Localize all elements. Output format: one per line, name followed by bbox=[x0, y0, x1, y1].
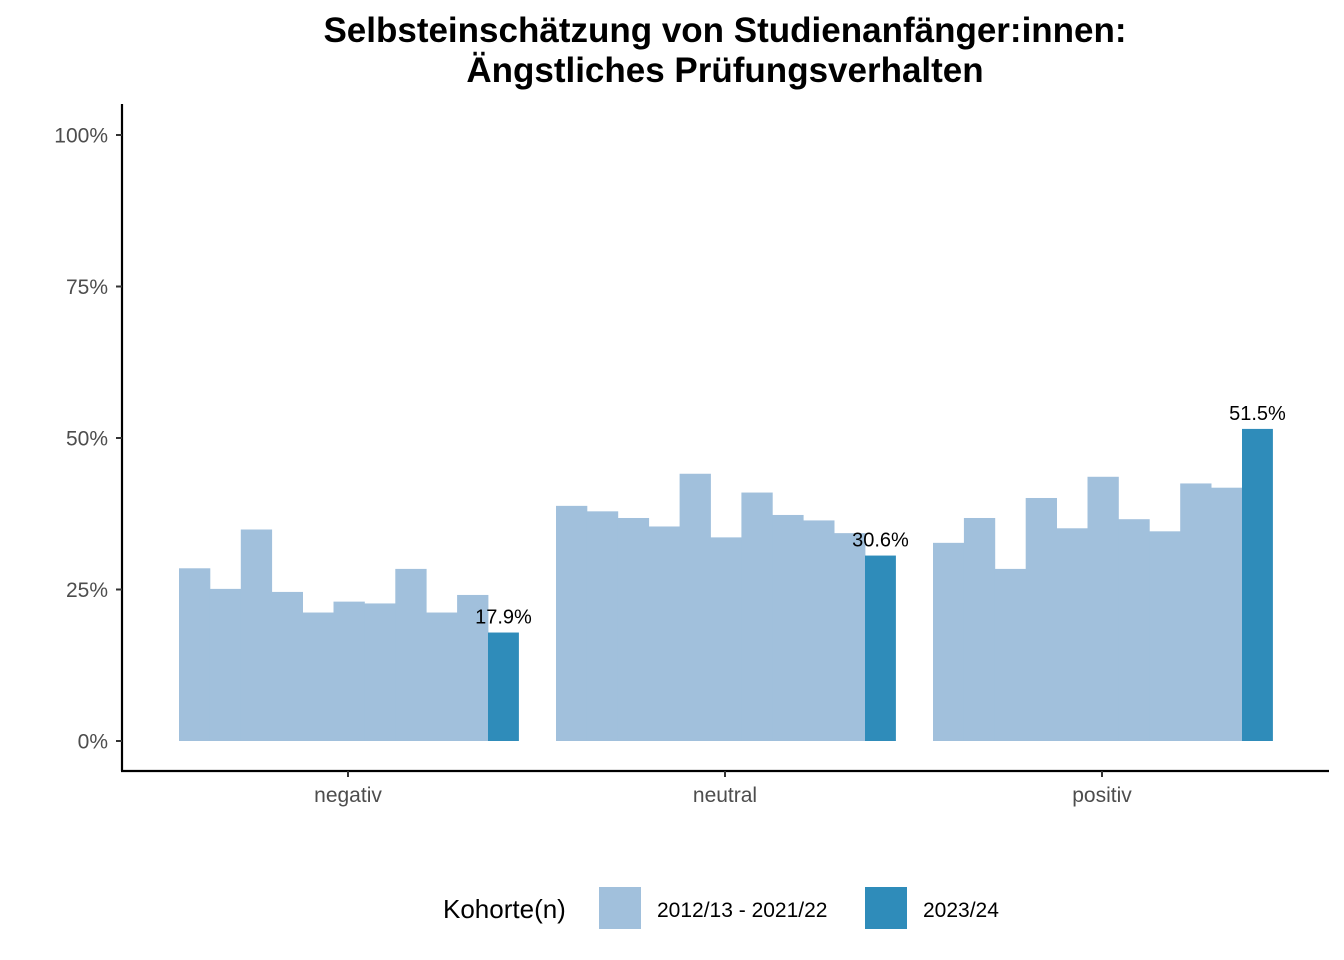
bar-negativ-historical-10 bbox=[457, 594, 489, 741]
bar-neutral-historical-4 bbox=[648, 526, 680, 741]
x-tick-label-positiv: positiv bbox=[1072, 784, 1132, 807]
bar-neutral-historical-1 bbox=[556, 505, 588, 741]
bar-neutral-historical-6 bbox=[710, 537, 742, 741]
bar-area bbox=[179, 428, 1273, 741]
data-labels: 17.9% 30.6% 51.5% bbox=[475, 403, 1286, 629]
bar-neutral-historical-3 bbox=[617, 517, 650, 741]
bar-negativ-historical-5 bbox=[302, 612, 334, 741]
bar-positiv-historical-1 bbox=[933, 542, 965, 741]
bar-positiv-historical-3 bbox=[994, 568, 1027, 741]
legend-swatch-current bbox=[865, 887, 907, 929]
x-tick-label-neutral: neutral bbox=[693, 784, 757, 807]
bar-negativ-historical-9 bbox=[426, 612, 458, 741]
bar-neutral-current bbox=[865, 555, 896, 741]
data-label-neutral-current: 30.6% bbox=[852, 530, 909, 552]
data-label-positiv-current: 51.5% bbox=[1229, 403, 1286, 425]
bar-neutral-historical-7 bbox=[741, 492, 773, 741]
legend-swatch-historical bbox=[599, 887, 641, 929]
bar-neutral-historical-2 bbox=[586, 511, 619, 741]
bar-positiv-historical-10 bbox=[1211, 487, 1243, 741]
bar-negativ-historical-4 bbox=[271, 591, 303, 741]
y-tick-label: 75% bbox=[66, 276, 108, 299]
bar-negativ-historical-8 bbox=[395, 568, 427, 741]
y-tick-label: 25% bbox=[66, 579, 108, 602]
bar-positiv-historical-4 bbox=[1025, 497, 1057, 741]
bar-positiv-historical-8 bbox=[1149, 531, 1181, 741]
chart-title-line-2: Ängstliches Prüfungsverhalten bbox=[466, 51, 983, 90]
bar-positiv-historical-5 bbox=[1056, 528, 1088, 741]
bar-positiv-historical-2 bbox=[963, 517, 996, 741]
y-tick-label: 0% bbox=[78, 731, 108, 754]
bar-positiv-historical-7 bbox=[1118, 519, 1150, 741]
bar-neutral-historical-8 bbox=[772, 514, 804, 741]
y-tick-label: 100% bbox=[54, 125, 108, 148]
x-tick-label-negativ: negativ bbox=[314, 784, 382, 807]
bar-negativ-historical-3 bbox=[240, 529, 273, 741]
legend-label-historical: 2012/13 - 2021/22 bbox=[657, 899, 827, 922]
bar-neutral-historical-9 bbox=[803, 520, 835, 741]
legend-title: Kohorte(n) bbox=[443, 894, 566, 924]
bar-neutral-historical-10 bbox=[834, 533, 866, 741]
bar-negativ-historical-1 bbox=[179, 568, 211, 741]
chart-title-line-1: Selbsteinschätzung von Studienanfänger:i… bbox=[323, 11, 1126, 50]
bar-positiv-historical-6 bbox=[1087, 476, 1119, 741]
x-axis-ticks: negativ neutral positiv bbox=[314, 771, 1132, 807]
data-label-negativ-current: 17.9% bbox=[475, 607, 532, 629]
y-axis-ticks: 0% 25% 50% 75% 100% bbox=[54, 125, 122, 754]
bar-negativ-historical-6 bbox=[333, 601, 365, 741]
legend-label-current: 2023/24 bbox=[923, 899, 999, 922]
y-tick-label: 50% bbox=[66, 428, 108, 451]
bar-negativ-historical-2 bbox=[209, 588, 242, 741]
legend: Kohorte(n) 2012/13 - 2021/22 2023/24 bbox=[443, 887, 999, 929]
bar-neutral-historical-5 bbox=[679, 473, 711, 741]
bar-negativ-current bbox=[488, 632, 519, 741]
bar-positiv-historical-9 bbox=[1180, 483, 1212, 741]
bar-positiv-current bbox=[1242, 428, 1273, 741]
bar-negativ-historical-7 bbox=[364, 603, 396, 741]
